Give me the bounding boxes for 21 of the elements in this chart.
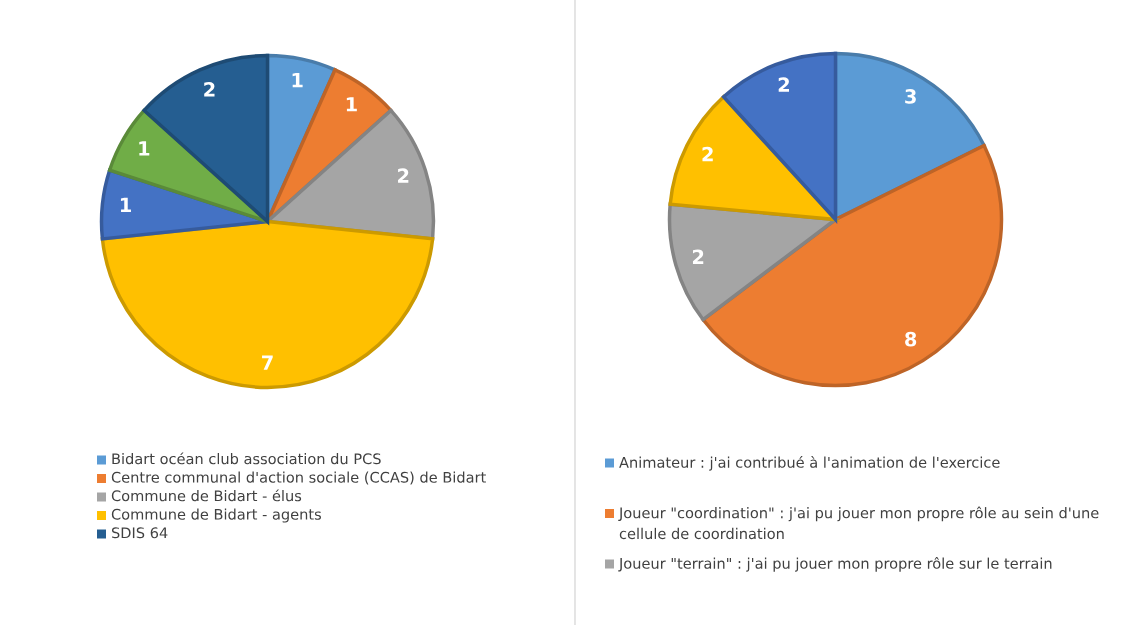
data-label: 7 [262,355,273,370]
data-label: 2 [398,168,409,183]
legend-label: Commune de Bidart - élus [111,489,302,502]
data-label: 2 [204,82,215,97]
legend-label: Joueur "coordination" : j'ai pu jouer mon propre rôle au sein d'une cellule de coordination [618,506,1099,540]
legend-label: Bidart océan club association du PCS [112,452,381,465]
legend-label: Centre communal d'action sociale (CCAS) de Bidart [111,471,486,485]
legend-label: Animateur : j'ai contribué à l'animation de l'exercice [619,456,1000,471]
data-label: 2 [778,77,789,92]
data-label: 2 [692,249,704,264]
data-label: 2 [702,146,713,162]
legend-label: Joueur "terrain" : j'ai pu jouer mon propre rôle sur le terrain [618,557,1052,572]
data-label: 1 [139,141,150,156]
pie-slice [100,219,435,390]
data-label: 3 [905,89,916,104]
data-label: 8 [905,331,917,347]
data-label: 1 [292,73,303,88]
data-label: 1 [346,97,357,112]
data-label: 1 [120,197,131,212]
legend-label: SDIS 64 [111,527,168,539]
legend-label: Commune de Bidart - agents [111,508,321,523]
